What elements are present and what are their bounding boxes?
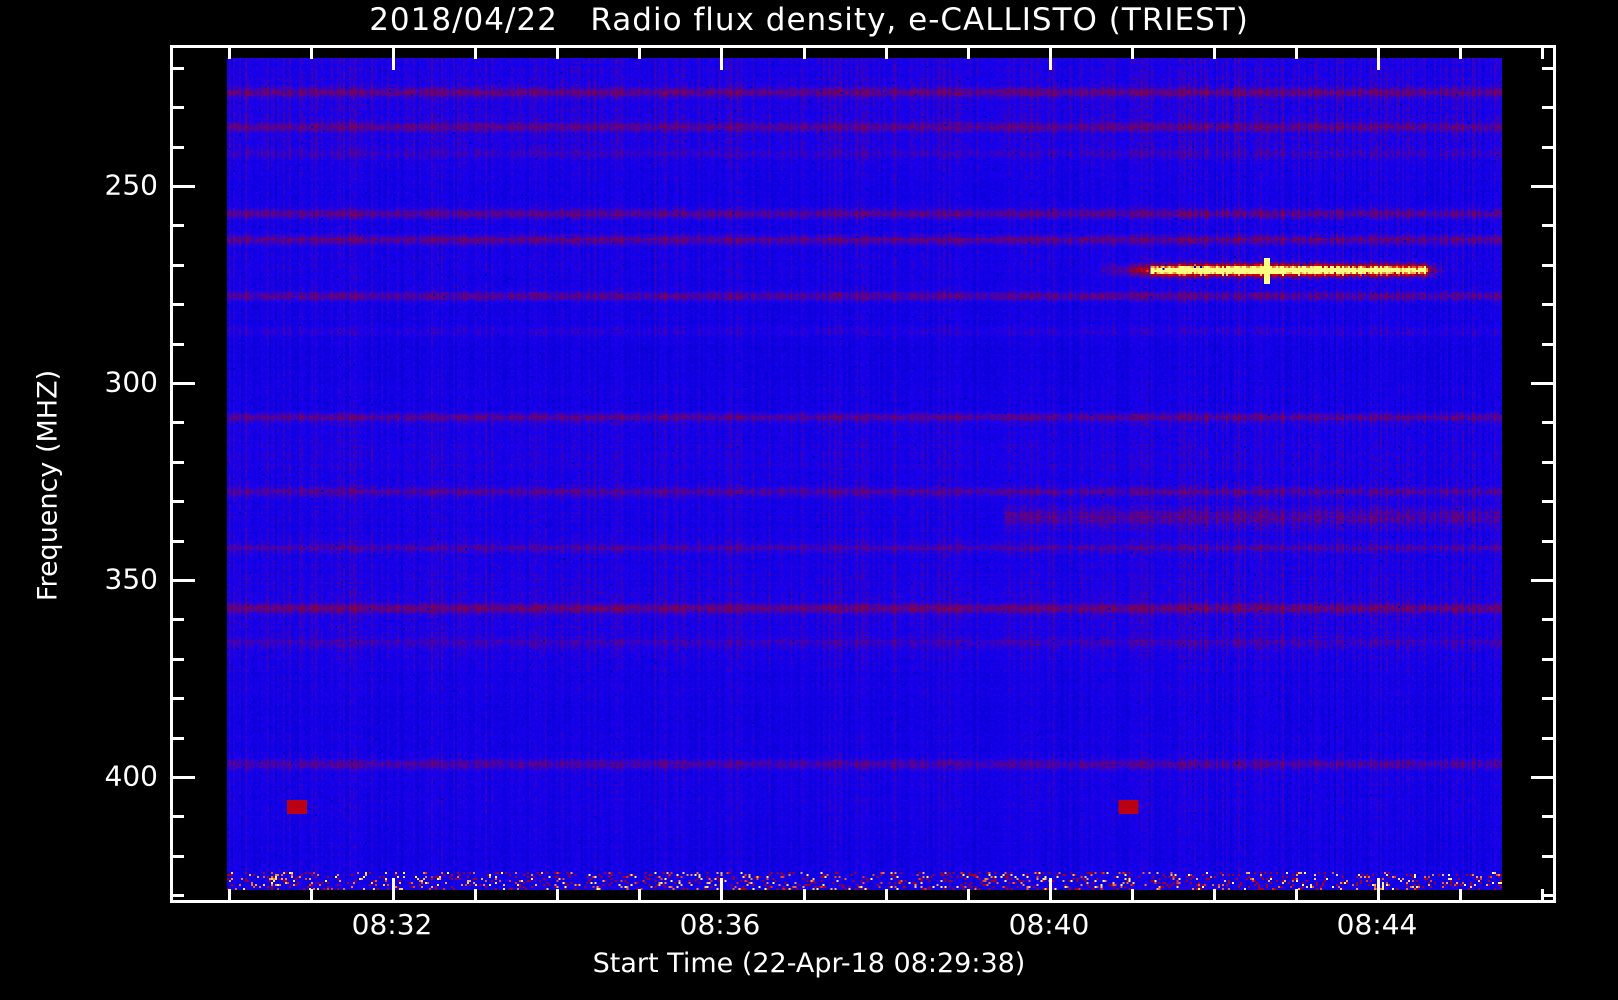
y-axis-minor-tick [170,106,184,109]
y-axis-minor-tick-right [1542,146,1556,149]
x-axis-minor-tick-top [1459,45,1462,59]
y-axis-minor-tick [170,421,184,424]
y-axis-minor-tick [170,737,184,740]
x-axis-minor-tick [310,889,313,903]
x-axis-minor-tick-top [474,45,477,59]
y-axis-minor-tick-right [1542,737,1556,740]
y-axis-minor-tick-right [1542,540,1556,543]
y-axis-minor-tick [170,815,184,818]
y-axis-minor-tick-right [1542,421,1556,424]
y-axis-minor-tick [170,303,184,306]
x-axis-minor-tick [1213,889,1216,903]
y-axis-tick-label: 350 [104,562,158,596]
x-axis-major-tick-top [1049,45,1052,70]
x-axis-minor-tick-top [803,45,806,59]
y-axis-minor-tick-right [1542,855,1556,858]
spectrogram-raster [227,58,1502,890]
y-axis-minor-tick-right [1542,343,1556,346]
y-axis-minor-tick [170,894,184,897]
y-axis-minor-tick-right [1542,894,1556,897]
x-axis-minor-tick [556,889,559,903]
x-axis-minor-tick-top [1131,45,1134,59]
x-axis-minor-tick-top [1541,45,1544,59]
x-axis-major-tick [720,878,723,903]
y-axis-major-tick-right [1531,185,1556,188]
x-axis-title: Start Time (22-Apr-18 08:29:38) [592,948,1026,979]
y-axis-minor-tick-right [1542,697,1556,700]
y-axis-minor-tick-right [1542,303,1556,306]
x-axis-minor-tick-top [556,45,559,59]
x-axis-minor-tick [1295,889,1298,903]
y-axis-minor-tick [170,855,184,858]
x-axis-minor-tick-top [1213,45,1216,59]
y-axis-major-tick [170,579,195,582]
y-axis-major-tick [170,185,195,188]
x-axis-minor-tick [638,889,641,903]
x-axis-minor-tick [1541,889,1544,903]
x-axis-tick-labels: 08:32 08:36 08:40 08:44 [0,908,1618,948]
y-axis-minor-tick [170,264,184,267]
x-axis-minor-tick-top [228,45,231,59]
figure-title: 2018/04/22 Radio flux density, e-CALLIST… [369,2,1249,38]
y-axis-minor-tick [170,343,184,346]
x-axis-tick-label: 08:44 [1336,908,1418,941]
x-axis-major-tick [1049,878,1052,903]
y-axis-minor-tick-right [1542,658,1556,661]
y-axis-minor-tick [170,658,184,661]
x-axis-minor-tick [967,889,970,903]
x-axis-tick-label: 08:32 [351,908,433,941]
y-axis-minor-tick-right [1542,461,1556,464]
y-axis-major-tick-right [1531,382,1556,385]
y-axis-minor-tick-right [1542,815,1556,818]
x-axis-major-tick [1377,878,1380,903]
x-axis-minor-tick-top [885,45,888,59]
y-axis-minor-tick [170,500,184,503]
x-axis-major-tick [392,878,395,903]
x-axis-minor-tick [885,889,888,903]
y-axis-minor-tick [170,146,184,149]
y-axis-minor-tick [170,67,184,70]
y-axis-major-tick-right [1531,579,1556,582]
x-axis-minor-tick [228,889,231,903]
y-axis-minor-tick [170,540,184,543]
y-axis-minor-tick-right [1542,500,1556,503]
x-axis-major-tick-top [1377,45,1380,70]
y-axis-tick-label: 400 [104,759,158,793]
y-axis-major-tick [170,776,195,779]
x-axis-minor-tick [1131,889,1134,903]
x-axis-minor-tick-top [1295,45,1298,59]
x-axis-major-tick-top [720,45,723,70]
y-axis-minor-tick [170,224,184,227]
x-axis-tick-label: 08:36 [679,908,761,941]
y-axis-tick-label: 300 [104,365,158,399]
x-axis-minor-tick-top [638,45,641,59]
y-axis-minor-tick [170,697,184,700]
y-axis-tick-labels: 250 300 350 400 [0,0,158,1000]
y-axis-minor-tick-right [1542,264,1556,267]
y-axis-major-tick-right [1531,776,1556,779]
x-axis-minor-tick [474,889,477,903]
x-axis-minor-tick [803,889,806,903]
y-axis-minor-tick-right [1542,224,1556,227]
x-axis-major-tick-top [392,45,395,70]
y-axis-minor-tick [170,461,184,464]
x-axis-minor-tick-top [967,45,970,59]
y-axis-minor-tick-right [1542,67,1556,70]
x-axis-tick-label: 08:40 [1008,908,1090,941]
y-axis-title: Frequency (MHZ) [32,369,64,602]
y-axis-tick-label: 250 [104,168,158,202]
x-axis-minor-tick-top [310,45,313,59]
y-axis-major-tick [170,382,195,385]
spectrogram-canvas [227,58,1502,890]
x-axis-minor-tick [1459,889,1462,903]
y-axis-minor-tick [170,618,184,621]
y-axis-minor-tick-right [1542,106,1556,109]
y-axis-minor-tick-right [1542,618,1556,621]
